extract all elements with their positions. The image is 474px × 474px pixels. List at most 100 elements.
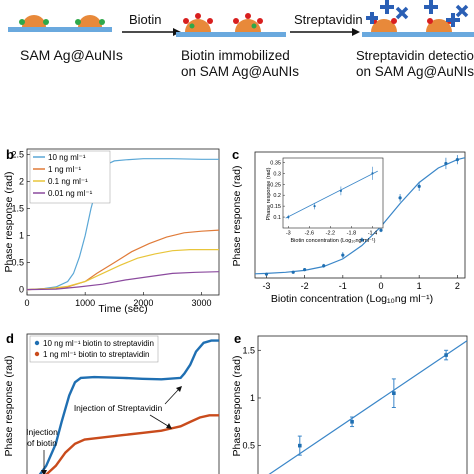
scheme: SAM Ag@AuNIs Biotin Biotin immobilized o… [0,0,474,95]
series-line-d-0 [38,339,219,474]
step3-line2: on SAM Ag@AuNIs [356,64,474,79]
xtick-label-c: -2 [301,281,309,291]
ytick-label-b: 0 [19,285,24,295]
inset-xtick-label: -1.4 [368,231,377,237]
ylabel-b: Phase response (rad) [3,172,15,273]
annotation-biotin: Injection of biotin [26,427,58,474]
series-line-d-1 [44,414,219,474]
panel-letter-c: c [232,147,239,162]
scheme-graphic [8,0,474,37]
step2-line2: on SAM Ag@AuNIs [181,64,300,79]
inset-data-point [371,172,374,175]
step2-graphic [176,13,286,37]
ytick-label-b: 1 [19,231,24,241]
panel-c: c -3 -2 -1 0 1 2 -3 -2.6 -2.2 -1.8 -1.4 0.1 0.15 0.2… [231,147,466,305]
xlabel-b: Time (sec) [98,303,147,315]
biotin-dot [233,18,239,24]
series-line-b-3 [26,271,220,291]
inset-xtick-label: -1.8 [347,231,356,237]
nanoparticle [185,19,211,32]
xlabel-c: Biotin concentration (Log₁₀ng ml⁻¹) [271,293,433,305]
legend-label-b-2: 0.1 ng ml⁻¹ [48,177,88,186]
ytick-label-b: 0.5 [11,258,24,268]
legend-swatch-d-0 [34,340,40,346]
inset-frame [282,157,384,229]
nanoparticle [235,19,261,32]
ytick-label-b: 2.5 [11,149,24,159]
arrow-2 [290,28,360,36]
arrow1-label: Biotin [129,12,162,27]
data-point-c [455,158,459,162]
xtick-label-b: 0 [24,298,29,308]
data-point-c [322,264,326,268]
panel-e: e 0.5 1 1.5 Phase response (rad) [231,331,468,474]
data-point-c [398,196,402,200]
legend-label-d-1: 1 ng ml⁻¹ biotin to streptavidin [43,350,150,359]
ylabel-d: Phase response (rad) [3,356,15,457]
annotation-biotin-text-1: Injection [26,427,58,437]
nanoparticle [78,15,102,27]
plot-frame-b [26,148,220,296]
inset-ytick-label: 0.15 [270,204,281,210]
step3-line1: Streptavidin detection [356,48,474,63]
biotin-dot [183,18,189,24]
annotation-streptavidin-text: Injection of Streptavidin [74,403,163,413]
inset-ytick-label: 0.1 [273,215,281,221]
legend-label-b-3: 0.01 ng ml⁻¹ [48,189,93,198]
inset-xtick-label: -2.2 [326,231,335,237]
ylabel-e: Phase response (rad) [231,356,243,457]
xtick-label-c: 0 [378,281,383,291]
data-point-e [392,391,396,395]
streptavidin-cross [395,4,469,20]
inset-data-point [313,205,316,208]
fit-curve-c [254,157,466,275]
fit-line-e [268,340,468,474]
data-point-c [341,253,345,257]
inset-fit-line [285,170,378,219]
plot-frame-e [257,335,468,474]
data-point-c [360,238,364,242]
data-point-e [298,443,302,448]
legend-label-b-1: 1 ng ml⁻¹ [48,165,81,174]
data-point-c [264,272,269,276]
nanoparticle [371,19,397,32]
ytick-label-b: 1.5 [11,203,24,213]
biotin-dot [195,13,201,19]
legend-label-d-0: 10 ng ml⁻¹ biotin to streptavidin [43,339,154,348]
biotin-dot [257,18,263,24]
plot-frame-c [254,151,466,279]
annotation-biotin-text-2: of biotin [27,438,57,448]
panel-letter-d: d [6,331,14,346]
series-line-b-2 [26,249,219,291]
xtick-label-b: 3000 [192,298,212,308]
inset-data-point [339,189,342,192]
inset-data-point [287,215,290,219]
ytick-label-e: 0.5 [242,441,255,451]
data-point-e [444,353,448,357]
legend-d [29,335,159,363]
xtick-label-c: -1 [339,281,347,291]
inset-ytick-label: 0.3 [273,171,281,177]
streptavidin-mark [366,0,460,27]
inset-ytick-label: 0.25 [270,182,281,188]
panel-b: b 0 0.5 1 1.5 2 2.5 0 1000 2000 3000 10 ng ml⁻¹ 1 … [3,147,220,315]
step1-graphic [8,15,112,32]
data-point-c [444,161,448,166]
legend-swatch-d-1 [34,351,40,357]
plot-frame-d [26,333,220,474]
step2-line1: Biotin immobilized [181,48,290,63]
inset-xlabel: Biotin concentration (Log₁₀ng ml⁻¹) [291,238,376,244]
xtick-label-c: 2 [455,281,460,291]
inset-ytick-label: 0.2 [273,193,281,199]
biotin-dot [245,13,251,19]
data-point-c [379,228,383,232]
ytick-label-b: 2 [19,176,24,186]
annotation-streptavidin: Injection of Streptavidin [74,386,182,429]
data-point-e [350,420,354,424]
xtick-label-c: 1 [417,281,422,291]
inset-ytick-label: 0.35 [270,160,281,166]
nanoparticle [22,15,46,27]
panel-letter-e: e [234,331,241,346]
legend-label-b-0: 10 ng ml⁻¹ [48,153,86,162]
